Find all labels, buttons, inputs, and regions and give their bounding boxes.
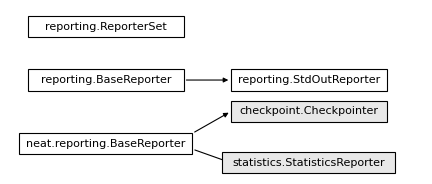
Text: checkpoint.Checkpointer: checkpoint.Checkpointer xyxy=(239,106,378,116)
FancyBboxPatch shape xyxy=(28,16,184,37)
Text: reporting.BaseReporter: reporting.BaseReporter xyxy=(41,75,171,85)
Text: neat.reporting.BaseReporter: neat.reporting.BaseReporter xyxy=(26,139,185,148)
FancyBboxPatch shape xyxy=(231,70,387,91)
FancyBboxPatch shape xyxy=(19,133,192,154)
Text: reporting.ReporterSet: reporting.ReporterSet xyxy=(45,22,167,32)
Text: reporting.StdOutReporter: reporting.StdOutReporter xyxy=(238,75,380,85)
Text: statistics.StatisticsReporter: statistics.StatisticsReporter xyxy=(232,158,385,168)
FancyBboxPatch shape xyxy=(231,101,387,122)
FancyBboxPatch shape xyxy=(28,70,184,91)
FancyBboxPatch shape xyxy=(222,152,395,173)
